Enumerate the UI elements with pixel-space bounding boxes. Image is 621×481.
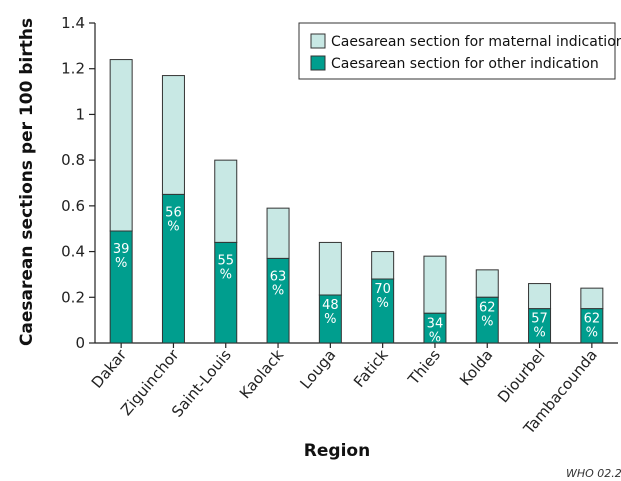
bar-maternal-tambacounda bbox=[580, 287, 604, 310]
y-tick-label: 1.4 bbox=[61, 14, 85, 32]
x-tick-label: Kaolack bbox=[236, 346, 287, 402]
legend-label: Caesarean section for other indication bbox=[331, 56, 599, 72]
bar-other-ziguinchor bbox=[161, 193, 185, 344]
bar-maternal-kolda bbox=[475, 269, 499, 298]
x-tick-label: Dakar bbox=[88, 345, 131, 391]
bar-other-louga bbox=[318, 294, 342, 344]
percent-label: 62% bbox=[479, 300, 496, 329]
bar-maternal-saint-louis bbox=[214, 159, 238, 243]
x-tick-label: Louga bbox=[296, 346, 339, 392]
bar-maternal-louga bbox=[318, 241, 342, 296]
bar-other-diourbel bbox=[528, 308, 552, 344]
bar-other-saint-louis bbox=[214, 241, 238, 344]
legend: Caesarean section for maternal indicatio… bbox=[298, 22, 621, 80]
axes-layer: 0 0.2 0.4 0.6 0.8 1 1.2 1.4 bbox=[61, 14, 618, 352]
percent-label: 48% bbox=[322, 298, 339, 327]
bar-maternal-ziguinchor bbox=[161, 75, 185, 195]
percent-label: 70% bbox=[374, 282, 391, 311]
y-tick-label: 1.2 bbox=[61, 60, 85, 78]
y-tick-label: 0.6 bbox=[61, 197, 85, 215]
percent-label: 57% bbox=[531, 312, 548, 341]
x-tick-label: Fatick bbox=[350, 346, 392, 391]
bar-maternal-dakar bbox=[109, 59, 133, 232]
y-axis-title: Caesarean sections per 100 births bbox=[17, 18, 37, 346]
bar-maternal-fatick bbox=[371, 251, 395, 280]
bar-other-kolda bbox=[475, 296, 499, 344]
y-tick-label: 1 bbox=[75, 105, 85, 123]
legend-swatch bbox=[310, 33, 326, 49]
y-tick-label: 0.4 bbox=[61, 243, 85, 261]
x-tick-label: Diourbel bbox=[494, 346, 549, 406]
percent-label: 55% bbox=[217, 253, 234, 282]
percent-label: 63% bbox=[270, 269, 287, 298]
bars-layer bbox=[109, 59, 604, 344]
y-tick-label: 0 bbox=[75, 334, 85, 352]
bar-other-thies bbox=[423, 312, 447, 344]
percent-label: 56% bbox=[165, 205, 182, 234]
bar-other-kaolack bbox=[266, 257, 290, 344]
legend-box bbox=[298, 22, 616, 80]
bar-maternal-kaolack bbox=[266, 207, 290, 259]
legend-swatch bbox=[310, 55, 326, 71]
percent-label: 39% bbox=[113, 242, 130, 271]
percent-label: 34% bbox=[427, 316, 444, 345]
legend-label: Caesarean section for maternal indicatio… bbox=[331, 34, 621, 50]
bar-maternal-thies bbox=[423, 255, 447, 314]
y-tick-label: 0.8 bbox=[61, 151, 85, 169]
x-tick-label: Thies bbox=[404, 346, 444, 389]
x-tick-label: Kolda bbox=[456, 346, 496, 389]
credit-text: WHO 02.26 bbox=[566, 467, 621, 480]
bar-other-tambacounda bbox=[580, 308, 604, 344]
bar-maternal-diourbel bbox=[528, 283, 552, 310]
percent-label: 62% bbox=[584, 312, 601, 341]
bar-other-fatick bbox=[371, 278, 395, 344]
x-axis-title: Region bbox=[304, 441, 370, 461]
bar-other-dakar bbox=[109, 230, 133, 344]
y-tick-label: 0.2 bbox=[61, 288, 85, 306]
